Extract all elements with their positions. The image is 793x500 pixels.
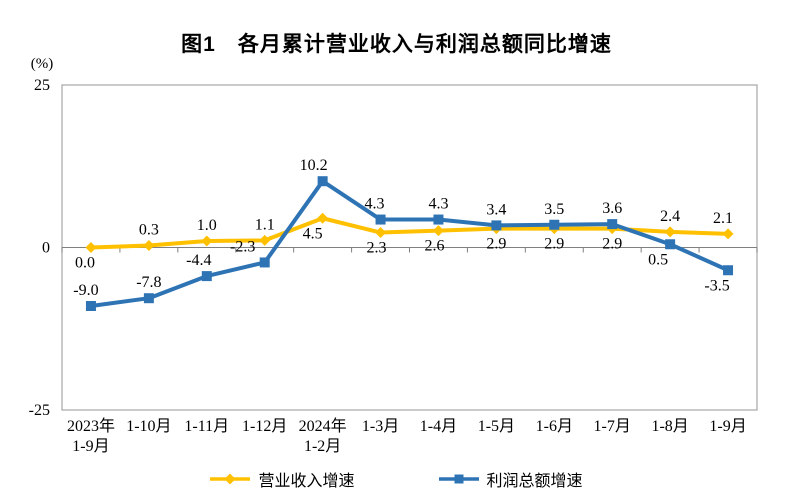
x-axis-category-label: 1-6月 (536, 418, 573, 435)
revenue-data-label: 2.6 (424, 238, 444, 255)
revenue-data-label: 2.9 (544, 236, 564, 253)
x-axis-category-label: 1-5月 (478, 418, 515, 435)
revenue-data-label: 2.3 (367, 240, 387, 257)
x-axis-category-label: 1-12月 (242, 418, 287, 435)
profit-legend-label: 利润总额增速 (486, 473, 583, 490)
x-axis-category-label: 2023年 1-9月 (67, 417, 115, 455)
revenue-point-marker (664, 226, 676, 238)
revenue-data-label: 0.3 (139, 222, 159, 239)
x-axis-category-label: 1-3月 (362, 418, 399, 435)
x-axis-category-label: 1-9月 (709, 418, 746, 435)
legend-item-revenue: 营业收入增速 (210, 467, 355, 491)
chart-title: 图1 各月累计营业收入与利润总额同比增速 (181, 33, 612, 56)
revenue-legend-marker-icon (210, 473, 251, 485)
profit-point-marker (723, 265, 734, 276)
revenue-data-label: 0.0 (75, 255, 95, 272)
revenue-point-marker (85, 242, 97, 253)
revenue-data-label: 2.1 (713, 210, 733, 227)
revenue-data-label: 4.5 (303, 225, 323, 242)
profit-point-marker (665, 239, 676, 250)
profit-point-marker (143, 293, 154, 304)
y-axis-unit-label: (%) (30, 56, 54, 72)
revenue-point-marker (143, 240, 155, 252)
x-axis-category-label: 1-4月 (420, 418, 457, 435)
profit-legend-marker-icon (438, 474, 479, 484)
chart-canvas: 25 0 -25 2023年 1-9月 1-10月 1-11月 1-12月 2024年 1-2月 1… (29, 77, 758, 455)
legend-item-profit: 利润总额增速 (438, 467, 583, 491)
profit-data-label: 3.6 (602, 200, 622, 217)
x-axis-category-label: 1-11月 (184, 418, 229, 435)
profit-data-label: -2.3 (230, 238, 255, 255)
profit-point-marker (433, 214, 444, 225)
profit-point-marker (317, 176, 328, 187)
profit-data-label: -9.0 (73, 282, 98, 299)
profit-point-marker (259, 257, 270, 268)
profit-data-label: 10.2 (300, 157, 328, 174)
x-axis-category-label: 1-10月 (126, 418, 171, 435)
revenue-point-marker (432, 225, 444, 237)
profit-point-marker (607, 219, 618, 230)
profit-point-marker (375, 214, 386, 225)
profit-data-label: -7.8 (136, 274, 161, 291)
y-axis-tick-label: 0 (42, 240, 50, 257)
profit-data-label: 0.5 (648, 251, 668, 268)
revenue-point-marker (375, 227, 387, 239)
x-axis-category-label: 2024年 1-2月 (299, 417, 347, 455)
revenue-data-label: 1.1 (255, 216, 275, 233)
profit-point-marker (549, 219, 560, 230)
revenue-data-label: 2.9 (486, 236, 506, 253)
revenue-point-marker (317, 212, 329, 224)
chart-legend: 营业收入增速 利润总额增速 (0, 467, 793, 491)
revenue-point-marker (201, 235, 213, 247)
revenue-data-label: 2.9 (602, 236, 622, 253)
revenue-data-label: 1.0 (197, 217, 217, 234)
revenue-point-marker (722, 228, 734, 240)
profit-data-label: 3.5 (544, 201, 564, 218)
profit-data-label: 4.3 (428, 196, 448, 213)
profit-point-marker (85, 301, 96, 311)
revenue-point-marker (259, 234, 271, 246)
profit-data-label: -3.5 (704, 277, 729, 294)
y-axis-tick-label: 25 (34, 77, 50, 94)
x-axis-category-label: 1-8月 (651, 418, 688, 435)
revenue-data-label: 2.4 (660, 208, 680, 225)
profit-line (88, 179, 731, 308)
revenue-legend-label: 营业收入增速 (258, 473, 355, 490)
profit-data-label: -4.4 (186, 252, 211, 269)
x-axis-category-label: 1-7月 (594, 418, 631, 435)
profit-point-marker (201, 271, 212, 282)
y-axis-tick-label: -25 (29, 402, 50, 419)
profit-point-marker (491, 220, 502, 231)
profit-data-label: 4.3 (365, 196, 385, 213)
profit-data-label: 3.4 (486, 201, 506, 218)
